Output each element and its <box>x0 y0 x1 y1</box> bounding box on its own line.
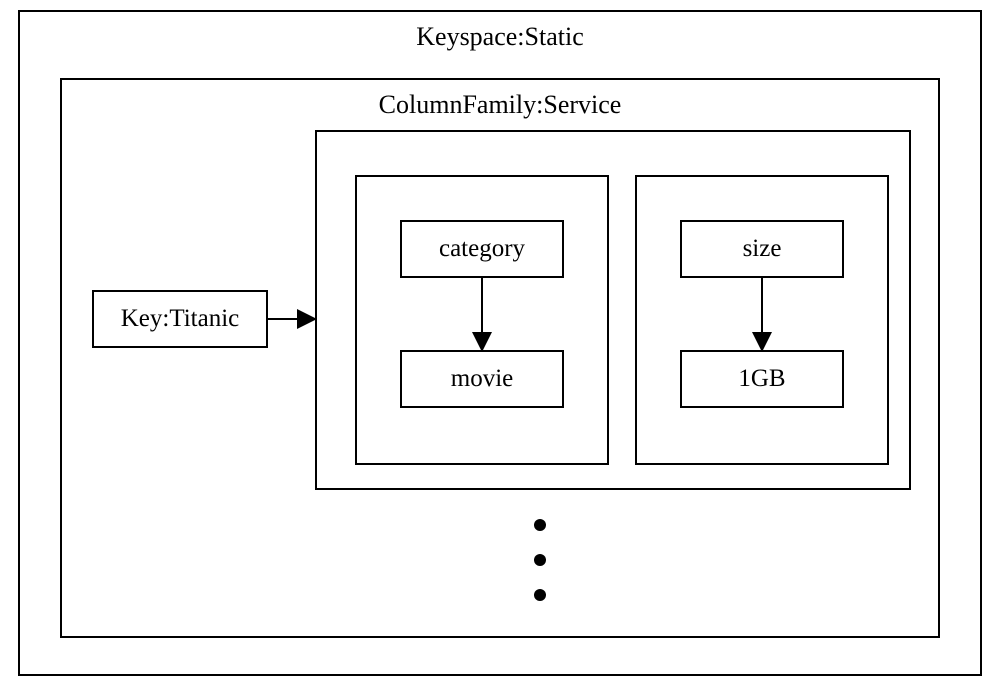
ellipsis-dot <box>534 589 546 601</box>
ellipsis-dot <box>534 519 546 531</box>
ellipsis-dot <box>534 554 546 566</box>
arrow-column1-down <box>0 0 1000 688</box>
